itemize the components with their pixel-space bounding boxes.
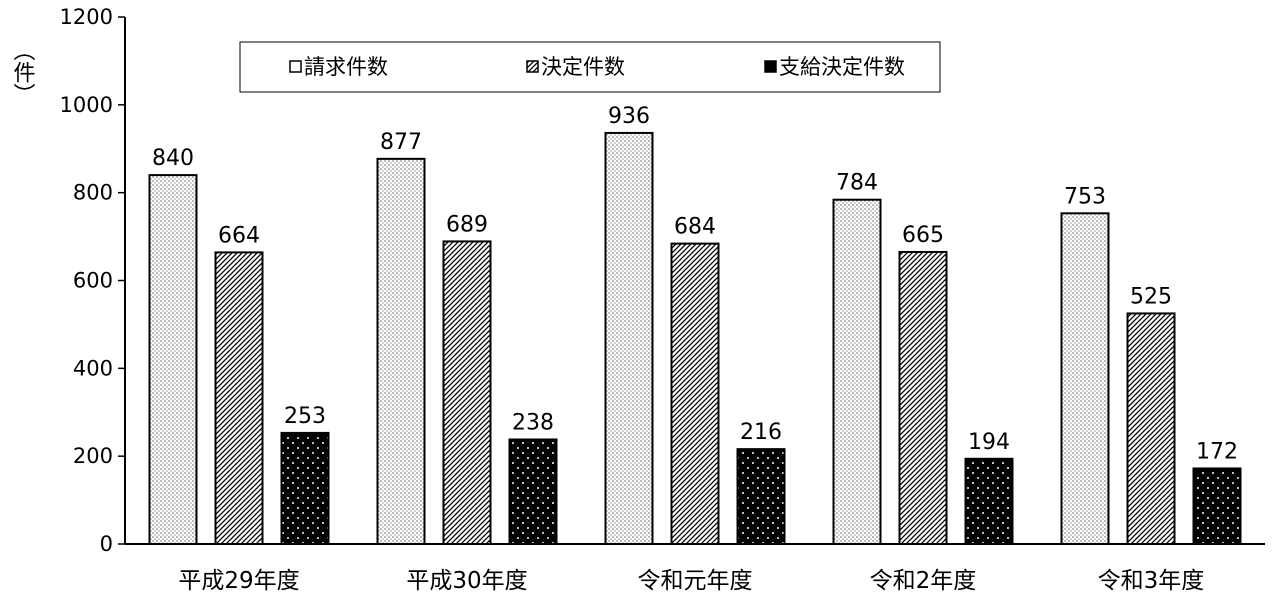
x-category-label: 令和2年度: [870, 568, 977, 594]
x-category-label: 令和3年度: [1098, 568, 1205, 594]
y-unit-label: （件）: [10, 39, 36, 105]
legend-marker: [526, 60, 539, 73]
data-label: 936: [608, 104, 650, 129]
data-label: 877: [380, 130, 422, 155]
bar: [1126, 312, 1176, 545]
bar: [964, 457, 1014, 545]
x-category-label: 平成29年度: [178, 568, 299, 594]
data-label: 194: [968, 430, 1010, 455]
bar: [214, 251, 264, 545]
data-label: 753: [1064, 184, 1106, 209]
data-label: 525: [1130, 284, 1172, 309]
data-label: 216: [740, 420, 782, 445]
y-axis: 0 200 400 600 800 1000 1200: [60, 5, 126, 556]
y-tick-label: 400: [73, 356, 113, 380]
bars: [148, 131, 1242, 546]
bar: [1192, 467, 1242, 546]
data-label: 253: [284, 404, 326, 429]
data-label: 689: [446, 212, 488, 237]
data-label: 238: [512, 410, 554, 435]
bar: [670, 242, 720, 546]
y-tick-label: 200: [73, 444, 113, 468]
y-tick-label: 800: [73, 181, 113, 205]
data-label: 172: [1196, 439, 1238, 464]
y-tick-label: 600: [73, 269, 113, 293]
bar: [736, 448, 786, 546]
y-tick-label: 0: [100, 532, 113, 556]
bar: [508, 438, 558, 545]
data-label: 784: [836, 171, 878, 196]
bar: [604, 131, 654, 545]
bar: [442, 240, 492, 546]
x-category-label: 平成30年度: [406, 568, 527, 594]
x-axis: 平成29年度 平成30年度 令和元年度 令和2年度 令和3年度: [125, 543, 1265, 594]
bar: [280, 431, 330, 546]
x-category-label: 令和元年度: [638, 568, 753, 594]
legend-marker: [764, 60, 777, 73]
data-label: 840: [152, 146, 194, 171]
legend-label: 請求件数: [304, 55, 388, 79]
legend-marker: [289, 60, 302, 73]
y-tick-label: 1200: [60, 5, 113, 29]
data-labels: 840 664 253 877 689 238 936 684 216 784 665 194 753 5…: [152, 104, 1238, 465]
data-label: 684: [674, 215, 716, 240]
y-tick-label: 1000: [60, 93, 113, 117]
data-label: 665: [902, 223, 944, 248]
legend-label: 決定件数: [541, 55, 625, 79]
legend-box: [239, 41, 941, 93]
legend-label: 支給決定件数: [779, 55, 905, 79]
bar: [1060, 212, 1110, 545]
legend: 請求件数 決定件数 支給決定件数: [239, 41, 941, 93]
data-label: 664: [218, 223, 260, 248]
bar: [376, 157, 426, 545]
bar: [832, 198, 882, 545]
bar: [898, 250, 948, 545]
bar: [148, 174, 198, 545]
